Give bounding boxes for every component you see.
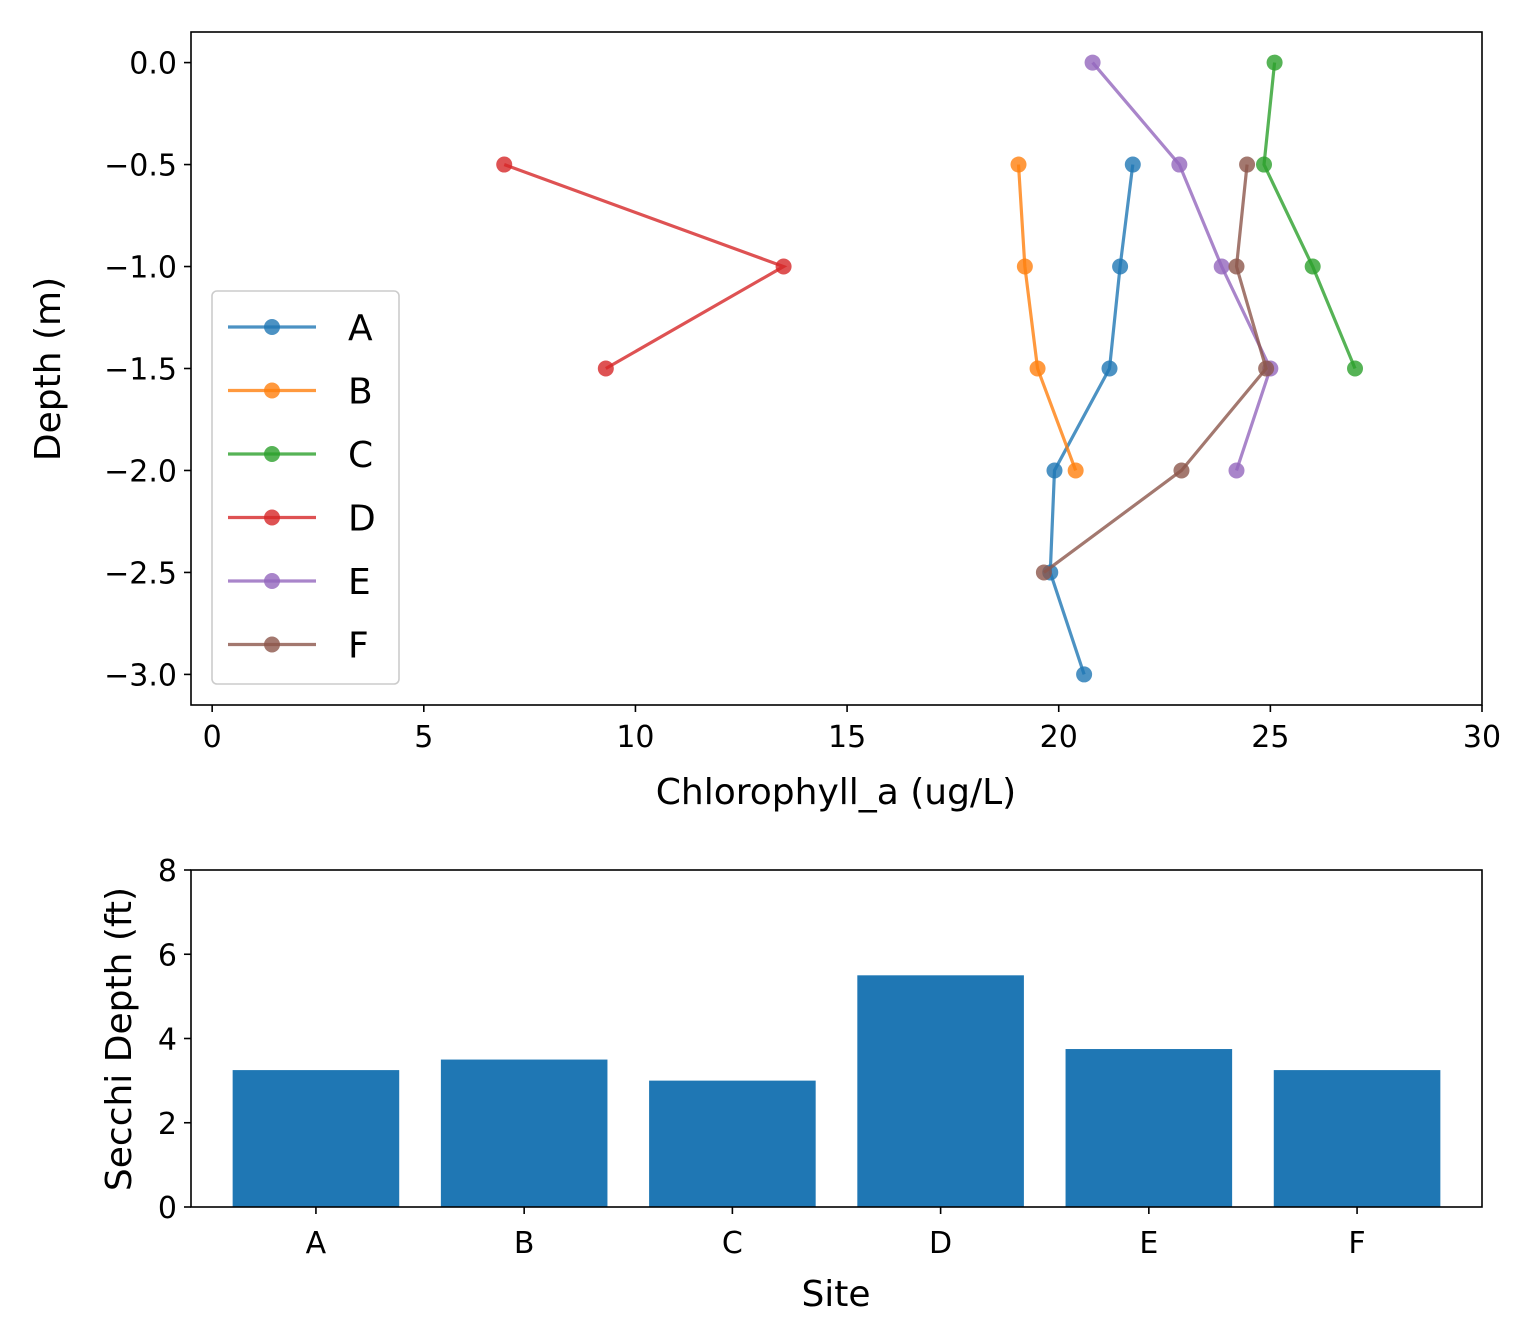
- x-tick-label: D: [929, 1226, 952, 1261]
- bar-site-f: [1273, 1070, 1441, 1207]
- series-d-line: [503, 163, 788, 370]
- y-tick-label: −3.0: [104, 658, 177, 693]
- y-tick-label: 2: [158, 1107, 177, 1142]
- series-b-point: [1067, 462, 1084, 479]
- legend-e-label: E: [348, 562, 371, 603]
- x-tick-label: C: [722, 1226, 743, 1261]
- x-tick-label: 5: [414, 720, 433, 755]
- bar-site-c: [649, 1080, 816, 1207]
- x-tick-label: B: [514, 1226, 535, 1261]
- series-c-point: [1266, 54, 1283, 71]
- y-tick-label: 8: [158, 854, 177, 889]
- series-f-point: [1228, 258, 1245, 275]
- legend-b-marker: [264, 382, 280, 399]
- series-e-point: [1084, 54, 1101, 71]
- legend-f-marker: [264, 636, 280, 653]
- series-d-point: [597, 360, 614, 377]
- series-a-point: [1076, 666, 1093, 683]
- bar-site-d: [857, 975, 1024, 1207]
- chlorophyll-series: [496, 54, 1364, 683]
- series-b-point: [1010, 156, 1027, 173]
- x-tick-label: 0: [203, 720, 222, 755]
- y-tick-label: 0.0: [129, 47, 177, 82]
- x-tick-label: 20: [1040, 720, 1078, 755]
- depth-y-ticks: 0.0 −0.5 −1.0 −1.5 −2.0 −2.5 −3.0: [104, 47, 191, 693]
- legend-b-label: B: [348, 372, 373, 413]
- series-a-point: [1124, 156, 1141, 173]
- y-tick-label: −1.0: [104, 251, 177, 286]
- x-tick-label: E: [1139, 1226, 1158, 1261]
- legend-frame: [211, 290, 400, 685]
- series-a-line: [1048, 164, 1135, 675]
- legend-d-label: D: [348, 499, 376, 540]
- y-tick-label: −0.5: [104, 149, 177, 184]
- series-d-point: [496, 156, 513, 173]
- series-a-point: [1112, 258, 1129, 275]
- series-e-point: [1228, 462, 1245, 479]
- y-tick-label: 4: [158, 1023, 177, 1058]
- y-tick-label: −2.0: [104, 454, 177, 489]
- series-e-point: [1213, 258, 1230, 275]
- series-f-point: [1258, 360, 1275, 377]
- series-b-line: [1016, 164, 1078, 472]
- series-c-point: [1304, 258, 1321, 275]
- series-d-point: [775, 258, 792, 275]
- x-tick-label: 30: [1463, 720, 1501, 755]
- y-tick-label: −1.5: [104, 353, 177, 388]
- legend-d-marker: [264, 509, 280, 526]
- series-a-point: [1046, 462, 1063, 479]
- x-tick-label: 25: [1251, 720, 1289, 755]
- series-c-line: [1262, 62, 1357, 370]
- chlorophyll-depth-chart: 0 5 10 15 20 25 30 0.0 −0.5 −1.0 −1.5 −2.0 −2.5 −3.0…: [28, 31, 1501, 813]
- site-x-ticks: A B C D E F: [306, 1207, 1366, 1261]
- chlorophyll-x-axis-title: Chlorophyll_a (ug/L): [656, 772, 1016, 813]
- secchi-depth-chart: A B C D E F 0 2 4 6 8 Site Secchi Depth (ft): [99, 854, 1483, 1315]
- series-f-point: [1173, 462, 1190, 479]
- y-tick-label: −2.5: [104, 556, 177, 591]
- legend-e-marker: [264, 573, 280, 589]
- y-tick-label: 6: [158, 938, 177, 973]
- legend-c-marker: [264, 446, 280, 462]
- bar-site-b: [440, 1059, 608, 1207]
- series-b-point: [1016, 258, 1033, 275]
- y-tick-label: 0: [158, 1191, 177, 1226]
- bar-site-a: [232, 1070, 400, 1207]
- depth-y-axis-title: Depth (m): [28, 277, 69, 461]
- legend-a-marker: [264, 319, 280, 335]
- series-c-point: [1347, 360, 1364, 377]
- secchi-y-ticks: 0 2 4 6 8: [158, 854, 191, 1226]
- series-c-point: [1256, 156, 1273, 173]
- legend-a-label: A: [348, 308, 373, 349]
- secchi-y-axis-title: Secchi Depth (ft): [99, 887, 140, 1191]
- bar-site-e: [1065, 1049, 1233, 1207]
- series-a-point: [1101, 360, 1118, 377]
- series-f-line: [1042, 164, 1268, 574]
- x-tick-label: F: [1348, 1226, 1365, 1261]
- x-tick-label: 15: [828, 720, 866, 755]
- legend-f-label: F: [348, 626, 369, 667]
- chlorophyll-x-ticks: 0 5 10 15 20 25 30: [203, 705, 1501, 755]
- series-b-point: [1029, 360, 1046, 377]
- series-e-point: [1171, 156, 1188, 173]
- x-tick-label: 10: [616, 720, 654, 755]
- legend-c-label: C: [348, 435, 373, 476]
- series-f-point: [1239, 156, 1256, 173]
- secchi-bars: [232, 975, 1441, 1207]
- site-x-axis-title: Site: [801, 1274, 870, 1315]
- series-f-point: [1035, 564, 1052, 581]
- x-tick-label: A: [306, 1226, 327, 1261]
